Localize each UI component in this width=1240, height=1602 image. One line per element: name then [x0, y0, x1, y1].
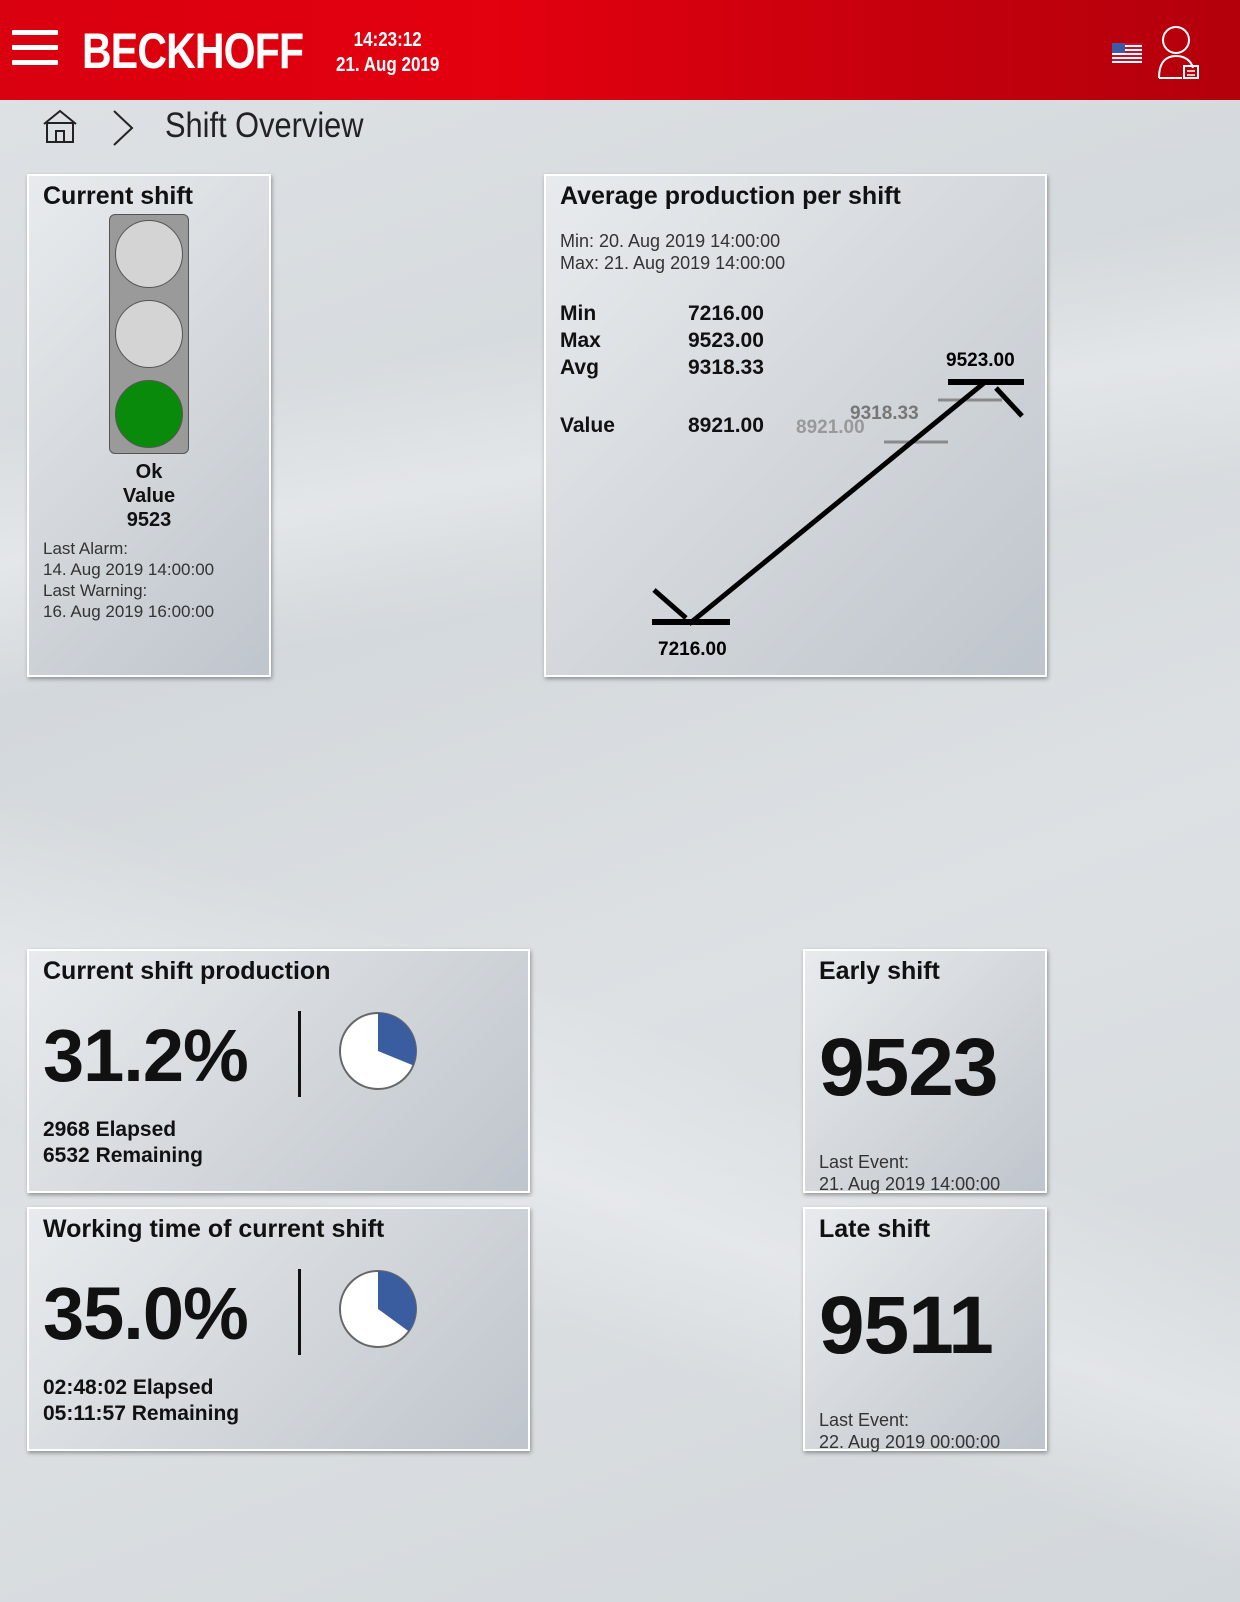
elapsed-label: Elapsed: [95, 1118, 177, 1141]
late-shift-count: 9511: [819, 1280, 994, 1371]
stat-value: 8921.00: [688, 414, 764, 437]
divider: [298, 1269, 301, 1355]
traffic-lamp-yellow: [115, 300, 183, 368]
alarm-info: Last Alarm: 14. Aug 2019 14:00:00 Last W…: [43, 538, 214, 622]
header-clock: 14:23:12 21. Aug 2019: [336, 28, 439, 78]
value-text: 9523: [126, 509, 172, 531]
stat-value: 7216.00: [688, 302, 764, 325]
shift-status: Ok Value 9523: [29, 460, 269, 532]
last-event-value: 22. Aug 2019 00:00:00: [819, 1432, 1001, 1452]
elapsed-value: 2968: [43, 1118, 90, 1141]
elapsed-label: Elapsed: [132, 1376, 214, 1399]
production-pie-chart: [339, 1012, 417, 1090]
tile-title: Current shift production: [43, 957, 331, 985]
clock-time: 14:23:12: [353, 29, 422, 51]
stat-value: 9523.00: [688, 329, 764, 352]
pie-slice: [378, 1271, 417, 1332]
traffic-light: [109, 214, 189, 454]
hamburger-menu-icon[interactable]: [12, 30, 58, 70]
traffic-lamp-red: [115, 220, 183, 288]
tile-title: Late shift: [819, 1215, 931, 1243]
range-max: Max: 21. Aug 2019 14:00:00: [560, 253, 786, 273]
last-event: Last Event: 22. Aug 2019 00:00:00: [819, 1409, 1000, 1453]
max-marker-tick: [994, 386, 1024, 418]
chevron-right-icon: [113, 110, 134, 146]
last-alarm-value: 14. Aug 2019 14:00:00: [43, 560, 215, 579]
elapsed-value: 02:48:02: [43, 1376, 128, 1399]
last-event-label: Last Event:: [819, 1410, 910, 1430]
stat-avg: Avg 9318.33: [560, 356, 764, 380]
min-marker-label: 7216.00: [658, 639, 727, 660]
app-header: BECKHOFF 14:23:12 21. Aug 2019: [0, 0, 1240, 100]
traffic-lamp-green: [115, 380, 183, 448]
tile-title: Early shift: [819, 957, 940, 985]
trend-line: [687, 381, 986, 626]
tile-title: Working time of current shift: [43, 1215, 385, 1243]
stat-label: Min: [560, 302, 597, 325]
late-shift-tile: Late shift 9511 Last Event: 22. Aug 2019…: [803, 1207, 1047, 1453]
min-marker-tick: [652, 588, 688, 620]
pie-slice: [378, 1013, 416, 1066]
status-text: Ok: [135, 461, 163, 483]
working-time-counts: 02:48:02 Elapsed 05:11:57 Remaining: [43, 1375, 239, 1427]
last-event-value: 21. Aug 2019 14:00:00: [819, 1174, 1001, 1194]
divider: [298, 1011, 301, 1097]
trend-chart: 9523.00 9318.33 8921.00 7216.00: [652, 350, 1024, 660]
working-time-pie-chart: [339, 1270, 417, 1348]
value-marker-label: 8921.00: [796, 417, 865, 438]
stat-label: Value: [560, 414, 615, 437]
shift-production-tile: Current shift production 31.2% 2968 Elap…: [27, 949, 530, 1193]
avg-marker-label: 9318.33: [850, 403, 919, 424]
stat-label: Max: [560, 329, 601, 352]
home-icon[interactable]: [42, 108, 78, 144]
page-title: Shift Overview: [165, 106, 364, 145]
tile-title: Current shift: [43, 182, 193, 210]
remaining-label: Remaining: [95, 1144, 203, 1167]
working-time-tile: Working time of current shift 35.0% 02:4…: [27, 1207, 530, 1451]
last-warning-value: 16. Aug 2019 16:00:00: [43, 602, 215, 621]
current-shift-tile: Current shift Ok Value 9523 Last Alarm: …: [27, 174, 271, 677]
remaining-value: 05:11:57: [43, 1402, 126, 1425]
working-time-percent: 35.0%: [43, 1272, 249, 1355]
early-shift-count: 9523: [819, 1022, 998, 1113]
max-marker-label: 9523.00: [946, 350, 1015, 371]
value-label: Value: [122, 485, 176, 507]
avg-production-tile: Average production per shift Min: 20. Au…: [544, 174, 1047, 677]
production-counts: 2968 Elapsed 6532 Remaining: [43, 1117, 203, 1169]
time-range: Min: 20. Aug 2019 14:00:00 Max: 21. Aug …: [560, 230, 785, 274]
last-warning-label: Last Warning:: [43, 581, 148, 600]
user-icon[interactable]: [1156, 22, 1200, 80]
stat-value: 9318.33: [688, 356, 764, 379]
stat-min: Min 7216.00: [560, 302, 764, 326]
us-flag-icon[interactable]: [1112, 43, 1142, 63]
stat-max: Max 9523.00: [560, 329, 764, 353]
stat-value-row: Value 8921.00: [560, 414, 764, 438]
production-percent: 31.2%: [43, 1014, 249, 1097]
last-alarm-label: Last Alarm:: [43, 539, 129, 558]
remaining-label: Remaining: [131, 1402, 240, 1425]
clock-date: 21. Aug 2019: [336, 54, 440, 76]
brand-logo: BECKHOFF: [82, 23, 304, 79]
last-event: Last Event: 21. Aug 2019 14:00:00: [819, 1151, 1000, 1195]
remaining-value: 6532: [43, 1144, 90, 1167]
early-shift-tile: Early shift 9523 Last Event: 21. Aug 201…: [803, 949, 1047, 1195]
stat-label: Avg: [560, 356, 599, 379]
range-min: Min: 20. Aug 2019 14:00:00: [560, 231, 781, 251]
tile-title: Average production per shift: [560, 182, 901, 210]
last-event-label: Last Event:: [819, 1152, 910, 1172]
